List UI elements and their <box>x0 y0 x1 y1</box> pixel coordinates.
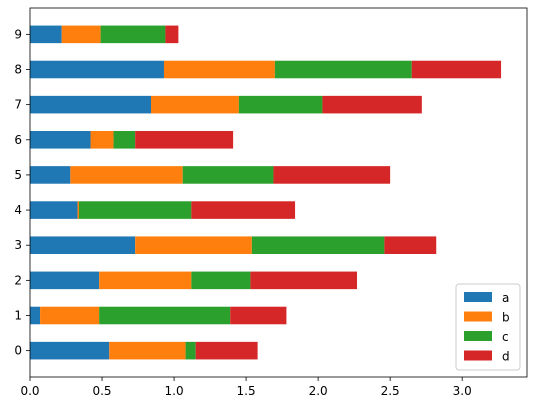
y-tick-label: 9 <box>14 27 22 41</box>
y-tick-label: 7 <box>14 98 22 112</box>
y-tick-label: 3 <box>14 238 22 252</box>
bar-c-6 <box>113 131 136 149</box>
y-axis: 0 1 2 3 4 5 6 7 8 9 <box>14 27 30 358</box>
bar-b-4 <box>77 201 79 219</box>
legend-swatch-c <box>464 331 492 341</box>
y-tick-label: 5 <box>14 168 22 182</box>
bar-d-8 <box>411 60 502 79</box>
legend-swatch-b <box>464 311 492 322</box>
legend-label-a: a <box>502 291 509 305</box>
bar-d-5 <box>273 166 391 184</box>
bar-c-5 <box>182 166 274 184</box>
bar-c-8 <box>274 60 412 79</box>
bar-c-7 <box>238 95 323 114</box>
bar-c-3 <box>251 236 385 254</box>
bar-a-8 <box>30 60 164 79</box>
bar-c-9 <box>100 25 166 44</box>
legend-box <box>455 283 521 371</box>
y-tick-label: 4 <box>14 203 22 217</box>
bar-c-1 <box>99 306 231 325</box>
bar-d-0 <box>195 341 258 360</box>
bar-d-2 <box>250 271 358 290</box>
axes-frame <box>29 7 528 378</box>
bar-b-6 <box>90 131 114 149</box>
y-tick-label: 1 <box>14 309 22 323</box>
bar-d-7 <box>322 95 422 114</box>
bar-a-2 <box>30 271 100 290</box>
x-tick-label: 3.0 <box>453 384 472 398</box>
bar-b-7 <box>151 95 239 114</box>
bar-b-2 <box>99 271 192 290</box>
legend-swatch-d <box>464 350 492 361</box>
bar-a-3 <box>30 236 136 254</box>
bars-group <box>30 25 502 360</box>
y-tick-label: 2 <box>14 273 22 287</box>
bar-a-9 <box>30 25 62 44</box>
bar-a-6 <box>30 131 91 149</box>
x-tick-label: 0.0 <box>20 384 39 398</box>
bar-d-4 <box>191 201 296 219</box>
y-tick-label: 8 <box>14 63 22 77</box>
bar-a-5 <box>30 166 71 184</box>
bar-d-9 <box>165 25 179 44</box>
bar-b-8 <box>163 60 275 79</box>
bar-b-5 <box>70 166 183 184</box>
bar-d-6 <box>135 131 234 149</box>
bar-b-0 <box>109 341 186 360</box>
bar-b-9 <box>61 25 101 44</box>
bar-a-7 <box>30 95 152 114</box>
x-axis: 0.0 0.5 1.0 1.5 2.0 2.5 3.0 <box>20 377 472 398</box>
bar-a-4 <box>30 201 78 219</box>
legend-label-d: d <box>502 350 510 364</box>
bar-c-2 <box>191 271 251 290</box>
x-tick-label: 0.5 <box>92 384 111 398</box>
legend-label-c: c <box>502 330 509 344</box>
x-tick-label: 2.5 <box>381 384 400 398</box>
y-tick-label: 6 <box>14 133 22 147</box>
x-tick-label: 2.0 <box>309 384 328 398</box>
x-tick-label: 1.5 <box>237 384 256 398</box>
legend-label-b: b <box>502 311 510 325</box>
bar-b-1 <box>40 306 100 325</box>
bar-c-0 <box>185 341 196 360</box>
bar-b-3 <box>135 236 252 254</box>
plot-frame <box>29 7 528 378</box>
bar-d-1 <box>230 306 287 325</box>
bar-c-4 <box>78 201 192 219</box>
bar-a-1 <box>30 306 41 325</box>
bar-d-3 <box>384 236 437 254</box>
y-tick-label: 0 <box>14 344 22 358</box>
bar-a-0 <box>30 341 110 360</box>
legend-swatch-a <box>464 292 492 302</box>
x-tick-label: 1.0 <box>165 384 184 398</box>
